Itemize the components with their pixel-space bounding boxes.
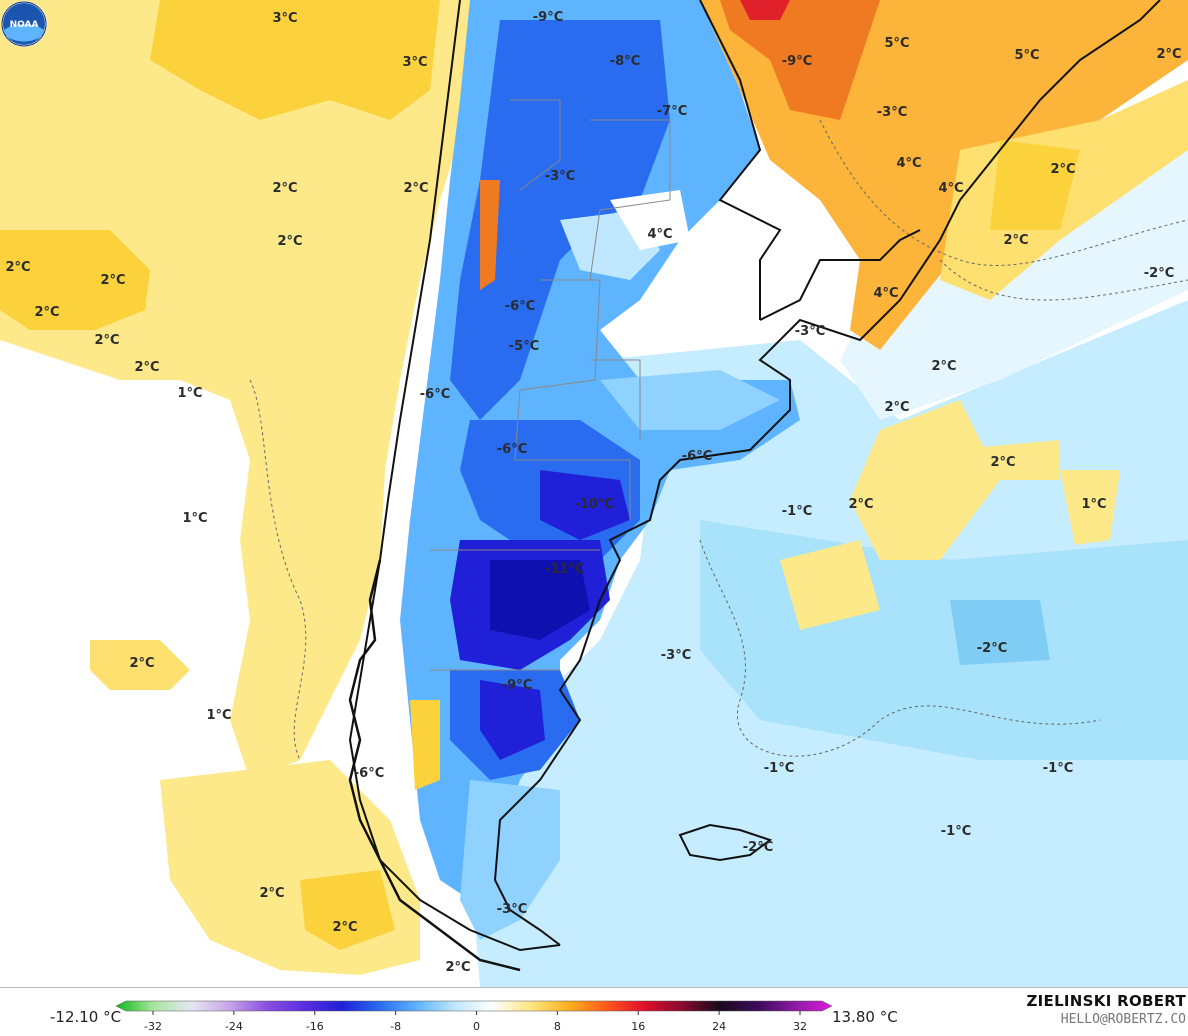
temp-label: -5°C	[509, 339, 539, 354]
temp-label: -2°C	[977, 641, 1007, 656]
temp-label: -6°C	[354, 766, 384, 781]
colorbar-max-label: 13.80 °C	[832, 1008, 898, 1026]
temp-label: -1°C	[764, 761, 794, 776]
andes-warm-streak	[410, 180, 500, 790]
coastlines	[348, 0, 1161, 952]
temperature-labels: 3°C 3°C 2°C 2°C 2°C 2°C 2°C 2°C 2°C 2°C …	[5, 10, 1181, 975]
warm-anomaly-brazil	[700, 0, 1188, 350]
contour-lines	[249, 119, 1188, 761]
temp-label: -9°C	[533, 10, 563, 25]
temp-label: 2°C	[403, 181, 428, 196]
temp-label: -9°C	[782, 54, 812, 69]
colorbar-tick-label: -32	[144, 1020, 162, 1033]
colorbar-tick-label: -24	[225, 1020, 243, 1033]
temp-label: 4°C	[873, 286, 898, 301]
temp-label: 2°C	[1003, 233, 1028, 248]
temp-label: -3°C	[661, 648, 691, 663]
temp-label: 2°C	[94, 333, 119, 348]
map-canvas: 3°C 3°C 2°C 2°C 2°C 2°C 2°C 2°C 2°C 2°C …	[0, 0, 1188, 987]
contact-email[interactable]: HELLO@ROBERTZ.CO	[1060, 1012, 1186, 1027]
temp-label: 2°C	[445, 960, 470, 975]
temp-label: 1°C	[1081, 497, 1106, 512]
temp-label: 1°C	[177, 386, 202, 401]
temp-label: -10°C	[574, 497, 614, 512]
temp-label: 5°C	[884, 36, 909, 51]
temp-label: -3°C	[545, 169, 575, 184]
colorbar-tick-label: 24	[712, 1020, 726, 1033]
temp-label: 1°C	[182, 511, 207, 526]
noaa-logo-text: NOAA	[10, 20, 39, 30]
colorbar-gradient	[116, 1000, 832, 1012]
temp-label: 2°C	[259, 886, 284, 901]
colorbar-tick-label: 0	[473, 1020, 480, 1033]
temp-label: -1°C	[1043, 761, 1073, 776]
temp-label: 4°C	[647, 227, 672, 242]
footer-bar: -12.10 °C -32 -24 -16 -8 0 8 16 24 32 13.80 °C Z…	[0, 987, 1188, 1036]
temp-label: -1°C	[941, 824, 971, 839]
temperature-anomaly-map: 3°C 3°C 2°C 2°C 2°C 2°C 2°C 2°C 2°C 2°C …	[0, 0, 1188, 987]
colorbar-tick-label: 8	[554, 1020, 561, 1033]
temp-label: -7°C	[657, 104, 687, 119]
temp-label: -9°C	[502, 678, 532, 693]
temp-label: 2°C	[129, 656, 154, 671]
temp-label: -8°C	[610, 54, 640, 69]
temp-label: -6°C	[420, 387, 450, 402]
temp-label: -6°C	[497, 442, 527, 457]
chilean-archipelago	[348, 559, 521, 972]
temp-label: 2°C	[134, 360, 159, 375]
temp-label: -2°C	[743, 840, 773, 855]
temp-label: 2°C	[1050, 162, 1075, 177]
temp-label: 2°C	[990, 455, 1015, 470]
colorbar-tick-label: -8	[390, 1020, 401, 1033]
temp-label: 2°C	[100, 273, 125, 288]
temp-label: 2°C	[931, 359, 956, 374]
temp-label: 2°C	[332, 920, 357, 935]
temp-label: 4°C	[938, 181, 963, 196]
cold-anomaly-argentina	[400, 0, 800, 940]
temp-label: -2°C	[1144, 266, 1174, 281]
warm-anomaly-pacific	[0, 0, 470, 975]
temp-label: -6°C	[682, 449, 712, 464]
colorbar-min-label: -12.10 °C	[50, 1008, 122, 1026]
temp-label: 3°C	[272, 11, 297, 26]
colorbar-tick-label: -16	[306, 1020, 324, 1033]
colorbar: -32 -24 -16 -8 0 8 16 24 32	[116, 1000, 832, 1033]
author-credit: ZIELINSKI ROBERT	[1026, 992, 1186, 1010]
temp-label: 3°C	[402, 55, 427, 70]
temp-label: -1°C	[782, 504, 812, 519]
temp-label: 2°C	[34, 305, 59, 320]
colorbar-ticks: -32 -24 -16 -8 0 8 16 24 32	[144, 1011, 807, 1033]
temp-label: 5°C	[1014, 48, 1039, 63]
temp-label: 4°C	[896, 156, 921, 171]
temp-label: 2°C	[5, 260, 30, 275]
province-boundaries	[430, 99, 671, 671]
noaa-logo: NOAA	[1, 1, 47, 47]
temp-label: 2°C	[884, 400, 909, 415]
temp-label: 2°C	[272, 181, 297, 196]
colorbar-tick-label: 16	[631, 1020, 645, 1033]
temp-label: -3°C	[795, 324, 825, 339]
temp-label: -3°C	[497, 902, 527, 917]
temp-label: 1°C	[206, 708, 231, 723]
temp-label: -3°C	[877, 105, 907, 120]
temp-label: -11°C	[545, 562, 585, 577]
temp-label: 2°C	[1156, 47, 1181, 62]
temp-label: 2°C	[277, 234, 302, 249]
temp-label: 2°C	[848, 497, 873, 512]
colorbar-tick-label: 32	[793, 1020, 807, 1033]
temp-label: -6°C	[505, 299, 535, 314]
